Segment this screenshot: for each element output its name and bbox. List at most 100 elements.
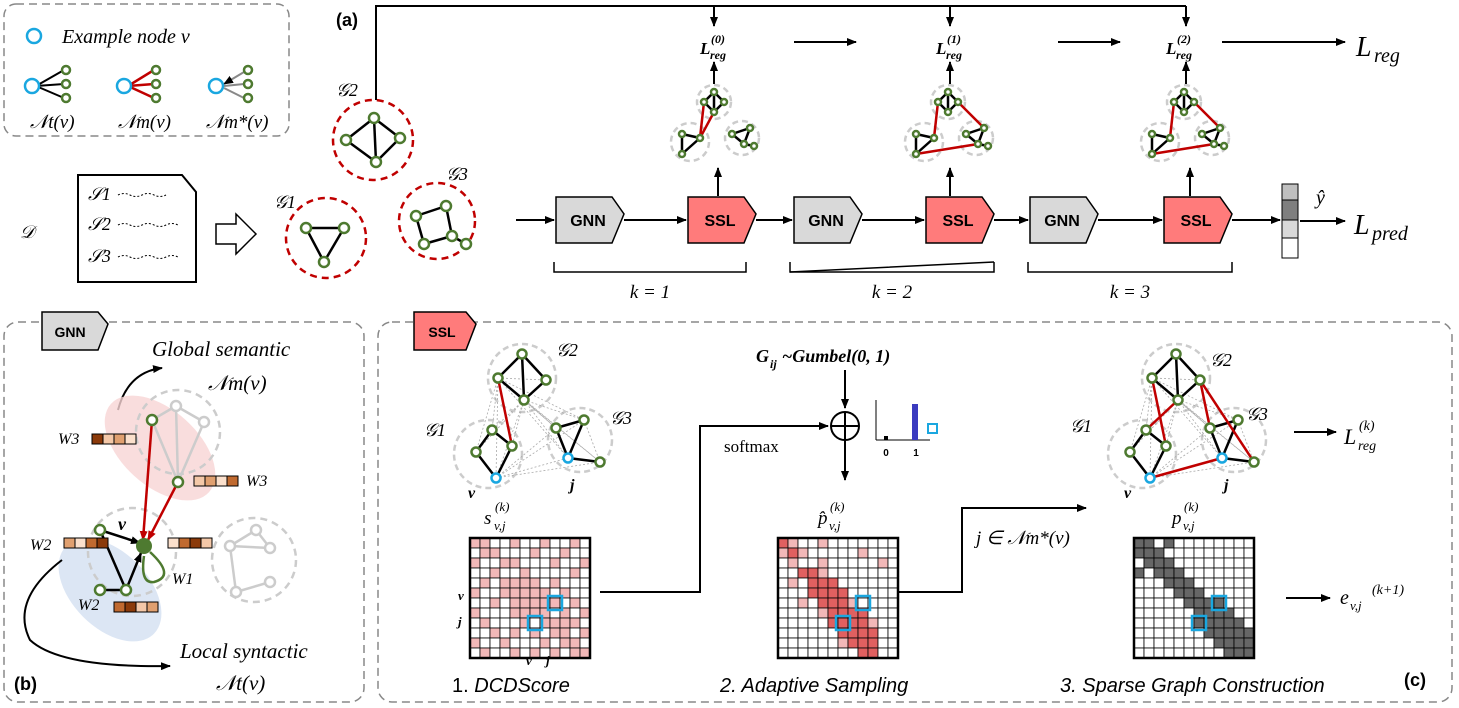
graph-node	[1160, 440, 1172, 452]
graph-node	[1179, 107, 1189, 117]
graph-edge	[698, 101, 706, 139]
matrix-cell	[777, 547, 789, 559]
matrix-cell	[469, 617, 481, 629]
svg-text:reg: reg	[1374, 45, 1400, 67]
matrix-cell	[807, 577, 819, 589]
matrix-cell	[1223, 577, 1235, 589]
matrix-cell	[549, 647, 561, 659]
graph-node	[1197, 129, 1207, 139]
matrix-cell	[529, 587, 541, 599]
svg-text:(0): (0)	[711, 32, 725, 46]
matrix-cell	[837, 647, 849, 659]
matrix-cell	[549, 617, 561, 629]
matrix-cell	[1143, 587, 1155, 599]
panel-c-g3-label: 𝒢3	[610, 408, 632, 428]
matrix-cell	[817, 597, 829, 609]
graph-g1-label: 𝒢1	[274, 192, 296, 212]
matrix-cell	[469, 647, 481, 659]
matrix-cell	[569, 577, 581, 589]
matrix-cell	[499, 607, 511, 619]
graph-node	[550, 422, 562, 434]
matrix-cell	[1143, 607, 1155, 619]
matrix-cell	[807, 587, 819, 599]
node-j	[1216, 452, 1228, 464]
matrix-cell	[1193, 557, 1205, 569]
matrix-cell	[469, 577, 481, 589]
matrix-cell	[777, 577, 789, 589]
graph-g3	[397, 181, 477, 261]
matrix-cell	[1233, 597, 1245, 609]
matrix-cell	[787, 587, 799, 599]
matrix-cell	[1203, 567, 1215, 579]
matrix-cell	[519, 557, 531, 569]
panel-c-g1-label-right: 𝒢1	[1070, 416, 1092, 436]
matrix-cell	[787, 607, 799, 619]
matrix-cell	[1163, 537, 1175, 549]
graph-node	[1215, 123, 1225, 133]
graph-node	[739, 139, 749, 149]
matrix-cell	[1243, 617, 1255, 629]
matrix-cell	[569, 647, 581, 659]
matrix-cell	[479, 607, 491, 619]
matrix-cell	[579, 637, 591, 649]
matrix-cell	[787, 597, 799, 609]
matrix-cell	[827, 577, 839, 589]
weight-cell	[63, 537, 76, 549]
matrix-cell	[559, 557, 571, 569]
graph-edge	[523, 399, 557, 429]
graph-node	[745, 123, 755, 133]
matrix-cell	[1213, 537, 1225, 549]
matrix-cell	[529, 637, 541, 649]
matrix-cell	[1243, 597, 1255, 609]
global-sub: 𝒩m(v)	[208, 371, 267, 395]
matrix-cell	[827, 587, 839, 599]
matrix-cell	[877, 577, 889, 589]
matrix-cell	[489, 637, 501, 649]
matrix-cell	[1243, 627, 1255, 639]
graph-edge	[495, 427, 557, 479]
matrix-cell	[867, 647, 879, 659]
matrix-cell	[867, 557, 879, 569]
matrix-cell	[777, 607, 789, 619]
graph-node	[1204, 422, 1216, 434]
svg-text:v,j: v,j	[494, 518, 506, 533]
matrix-cell	[797, 537, 809, 549]
matrix-cell	[1143, 537, 1155, 549]
matrix-cell	[509, 597, 521, 609]
matrix-cell	[1143, 617, 1155, 629]
node-j	[562, 452, 574, 464]
matrix-cell	[1213, 597, 1225, 609]
matrix-cell	[1153, 547, 1165, 559]
sample-to-sparse-arrow	[898, 504, 1087, 593]
weight-cell	[96, 537, 109, 549]
matrix-cell	[857, 577, 869, 589]
matrix-cell	[887, 567, 899, 579]
matrix-cell	[807, 567, 819, 579]
svg-text:v,j: v,j	[1183, 518, 1195, 533]
matrix-cell	[887, 627, 899, 639]
matrix-cell	[549, 577, 561, 589]
weight-w1: W1	[172, 571, 193, 588]
svg-text:ij: ij	[770, 357, 777, 371]
matrix-cell	[1243, 577, 1255, 589]
svg-text:(k+1): (k+1)	[1372, 583, 1404, 598]
matrix-cell	[509, 547, 521, 559]
matrix-cell	[1183, 597, 1195, 609]
panel-c-v-label-right: v	[1124, 485, 1132, 502]
matrix-cell	[877, 617, 889, 629]
matrix-cell	[1183, 647, 1195, 659]
graph-edge	[1198, 379, 1256, 463]
gnn-box-1	[555, 196, 625, 244]
ssl-box-1-label: SSL	[704, 213, 735, 230]
mini-graph-groups	[669, 83, 1231, 163]
matrix-cell	[1153, 587, 1165, 599]
matrix-cell	[857, 637, 869, 649]
matrix-cell	[837, 617, 849, 629]
graph-node	[1219, 141, 1229, 151]
matrix-cell	[817, 537, 829, 549]
matrix-cell	[509, 577, 521, 589]
graph-edge	[1237, 419, 1255, 463]
matrix-cell	[1243, 607, 1255, 619]
k-label-2: k = 2	[872, 282, 913, 303]
matrix-cell	[579, 597, 591, 609]
